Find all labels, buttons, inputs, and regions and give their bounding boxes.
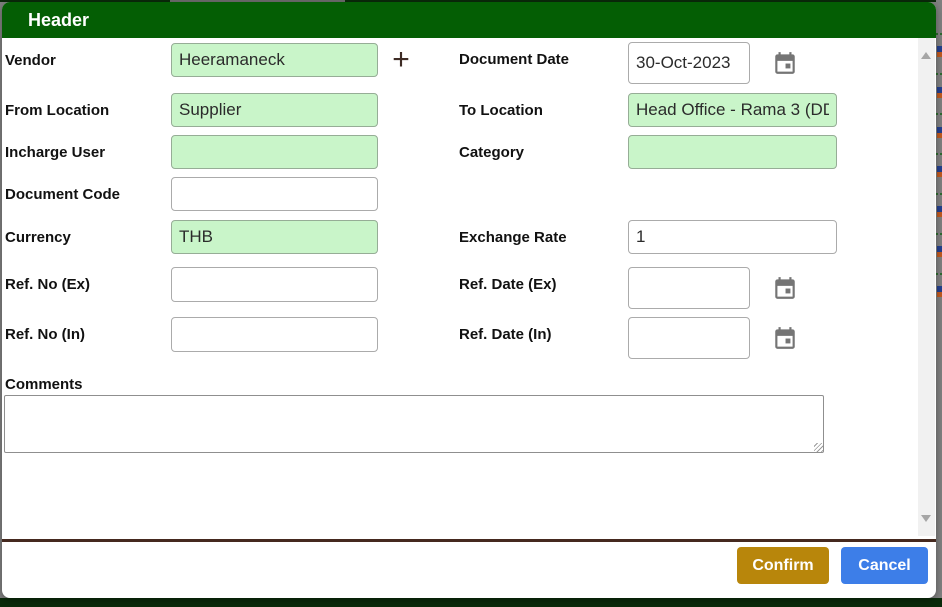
background-page-fragment	[936, 73, 942, 75]
background-page-fragment	[937, 246, 942, 257]
footer-divider	[2, 539, 936, 542]
calendar-icon[interactable]	[772, 50, 798, 76]
currency-input[interactable]	[171, 220, 378, 254]
ref-no-ex-label: Ref. No (Ex)	[5, 276, 91, 293]
background-page-fragment	[937, 46, 942, 57]
calendar-icon[interactable]	[772, 325, 798, 351]
document-date-input[interactable]	[628, 42, 750, 84]
currency-label: Currency	[5, 228, 71, 246]
scroll-up-icon[interactable]	[921, 52, 931, 59]
textarea-resize-handle[interactable]	[814, 443, 823, 452]
ref-date-in-label: Ref. Date (In)	[459, 325, 552, 343]
ref-date-ex-label: Ref. Date (Ex)	[459, 275, 557, 293]
confirm-button[interactable]: Confirm	[737, 547, 829, 584]
background-page-fragment	[937, 206, 942, 217]
background-page-fragment	[936, 33, 942, 35]
to-location-input[interactable]	[628, 93, 837, 127]
document-code-label: Document Code	[5, 185, 121, 203]
background-page-fragment	[937, 166, 942, 177]
incharge-user-input[interactable]	[171, 135, 378, 169]
comments-input[interactable]	[4, 395, 824, 453]
ref-no-ex-input[interactable]	[171, 267, 378, 302]
background-page-right-edge	[936, 0, 942, 598]
modal-title: Header	[28, 10, 90, 30]
vendor-label: Vendor	[5, 51, 56, 69]
to-location-label: To Location	[459, 101, 543, 119]
exchange-rate-input[interactable]	[628, 220, 837, 254]
calendar-icon[interactable]	[772, 275, 798, 301]
background-page-top-edge	[0, 0, 942, 2]
background-page-fragment	[936, 233, 942, 235]
from-location-label: From Location	[5, 101, 110, 119]
background-page-bottom-edge	[0, 598, 942, 607]
vertical-scrollbar[interactable]	[918, 38, 935, 536]
background-page-fragment	[936, 153, 942, 155]
ref-date-in-input[interactable]	[628, 317, 750, 359]
ref-date-ex-input[interactable]	[628, 267, 750, 309]
exchange-rate-label: Exchange Rate	[459, 228, 567, 246]
document-date-label: Document Date	[459, 50, 570, 68]
modal-titlebar: Header	[2, 2, 936, 38]
background-page-fragment	[937, 127, 942, 138]
comments-label: Comments	[5, 375, 83, 393]
vendor-input[interactable]	[171, 43, 378, 77]
background-page-fragment	[937, 87, 942, 98]
document-code-input[interactable]	[171, 177, 378, 211]
ref-no-in-label: Ref. No (In)	[5, 326, 85, 343]
cancel-button[interactable]: Cancel	[841, 547, 928, 584]
from-location-input[interactable]	[171, 93, 378, 127]
header-modal: Header Vendor + Document Date From Locat…	[2, 2, 936, 598]
add-vendor-icon[interactable]: +	[392, 43, 410, 76]
incharge-user-label: Incharge User	[5, 143, 106, 161]
category-label: Category	[459, 143, 525, 161]
category-input[interactable]	[628, 135, 837, 169]
background-page-fragment	[937, 286, 942, 297]
background-page-fragment	[936, 273, 942, 275]
scroll-down-icon[interactable]	[921, 515, 931, 522]
background-page-top-edge-segment	[170, 0, 345, 2]
background-page-fragment	[936, 193, 942, 195]
ref-no-in-input[interactable]	[171, 317, 378, 352]
background-page-fragment	[936, 113, 942, 115]
